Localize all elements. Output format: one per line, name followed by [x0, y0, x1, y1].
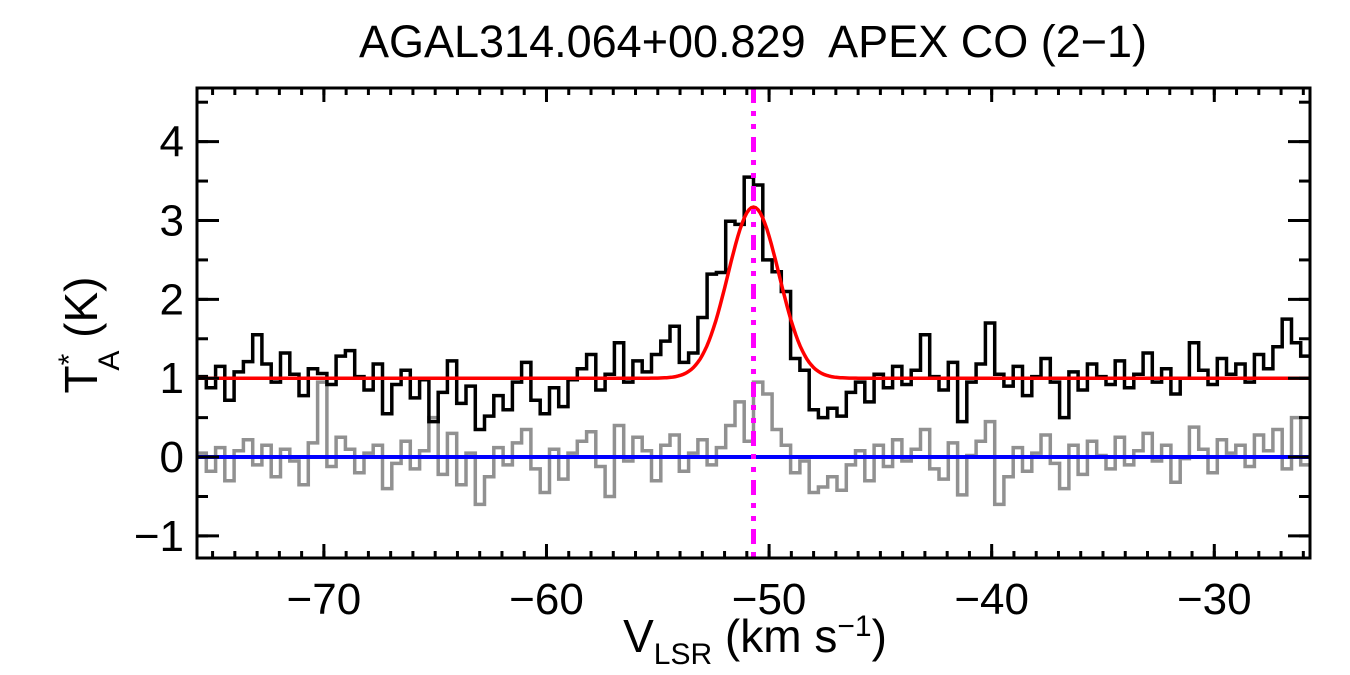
y-tick-label: 3	[160, 196, 184, 245]
x-tick-label: −50	[732, 575, 807, 624]
x-axis-label: VLSR (km s−1)	[623, 610, 887, 671]
y-tick-label: 4	[160, 118, 184, 167]
y-axis-label: T* A (K)	[53, 277, 126, 394]
x-tick-label: −60	[509, 575, 584, 624]
fit-residual-histogram	[197, 380, 1310, 507]
axis-label-part: LSR	[654, 638, 712, 671]
y-tick-label: 2	[160, 275, 184, 324]
axis-label-part: V	[623, 610, 654, 662]
axis-ticks	[197, 88, 1310, 558]
x-tick-label: −40	[954, 575, 1029, 624]
x-tick-label: −30	[1177, 575, 1252, 624]
chart-title: AGAL314.064+00.829 APEX CO (2−1)	[359, 16, 1147, 67]
axis-label-part: T	[55, 365, 107, 393]
co21-spectrum-histogram	[197, 175, 1310, 432]
x-tick-label: −70	[287, 575, 362, 624]
y-tick-label: 1	[160, 354, 184, 403]
axis-label-part: *	[53, 353, 86, 365]
axis-label-part: (km s	[712, 610, 837, 662]
axis-label-part: −1	[837, 610, 871, 643]
gaussian-fit-curve	[197, 205, 1310, 380]
y-tick-label: −1	[134, 512, 184, 561]
y-tick-label: 0	[160, 433, 184, 482]
data-layers	[197, 88, 1310, 558]
axis-label-part: )	[872, 610, 887, 662]
axes-frame	[195, 86, 1312, 560]
axis-label-part: A	[93, 351, 126, 371]
axis-label-part: (K)	[55, 277, 107, 351]
